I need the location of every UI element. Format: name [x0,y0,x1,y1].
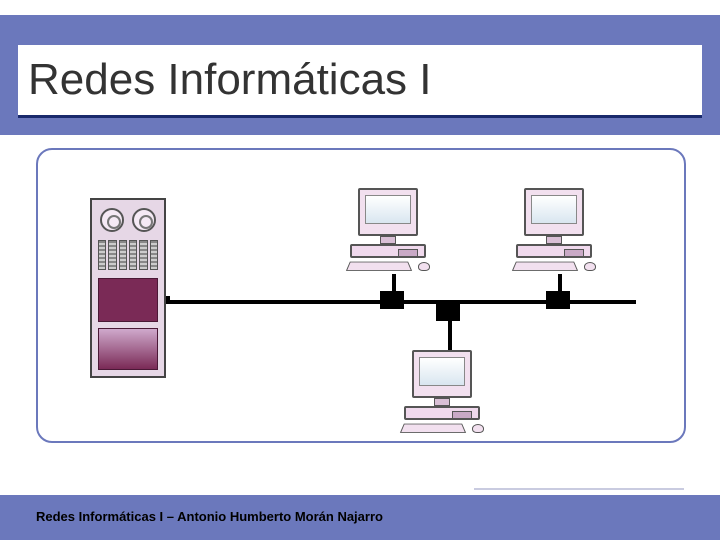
server-lower [98,328,158,370]
mouse-icon [584,262,596,271]
keyboard-icon [400,424,466,433]
drop-cable [392,274,396,291]
server-panel [98,278,158,322]
monitor-icon [412,350,472,398]
bus-node [546,291,570,309]
computer-node [512,188,602,274]
monitor-stand [380,236,396,244]
keyboard-icon [346,262,412,271]
monitor-icon [524,188,584,236]
tape-reel-icon [100,208,124,232]
server-drivebay [98,240,158,270]
computer-node [346,188,436,274]
desktop-base [350,244,426,258]
desktop-base [516,244,592,258]
mouse-icon [418,262,430,271]
drop-cable [558,274,562,291]
server-node [90,198,166,378]
tape-reel-icon [132,208,156,232]
computer-node [400,350,490,436]
monitor-stand [434,398,450,406]
page-title: Redes Informáticas I [28,55,432,105]
title-box: Redes Informáticas I [18,45,702,118]
monitor-stand [546,236,562,244]
bus-node [380,291,404,309]
mouse-icon [472,424,484,433]
desktop-base [404,406,480,420]
bus-node [436,303,460,321]
footer-text: Redes Informáticas I – Antonio Humberto … [36,509,383,524]
server-drop [166,296,170,304]
keyboard-icon [512,262,578,271]
footer-accent-line [474,488,684,490]
monitor-icon [358,188,418,236]
